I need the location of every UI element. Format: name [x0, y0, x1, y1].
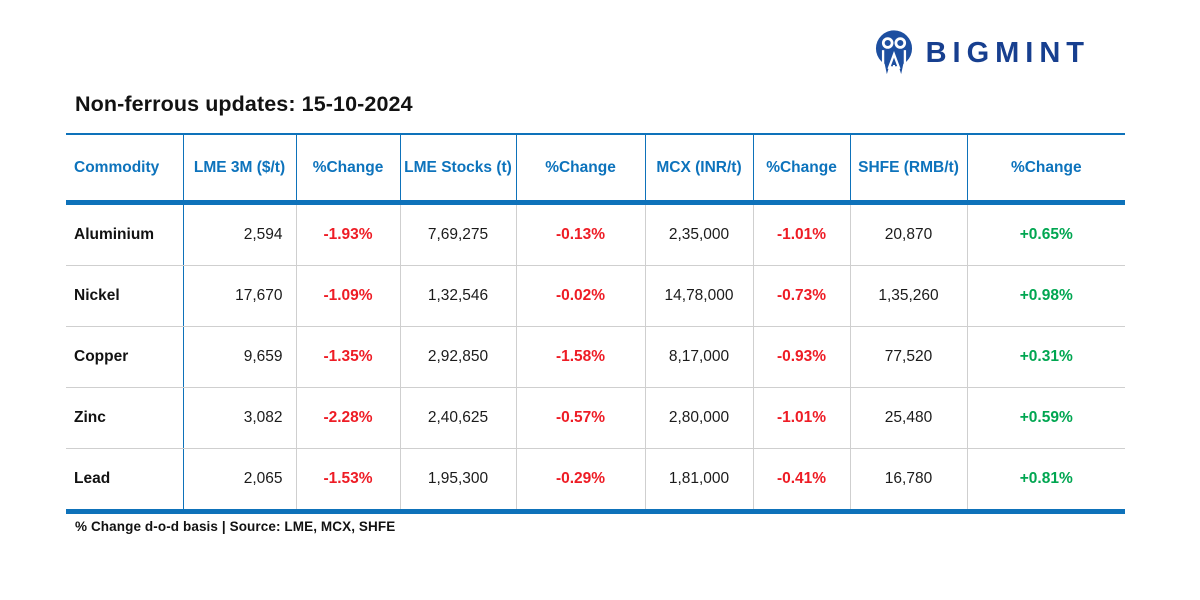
col-header-lme-3m-change: %Change	[296, 133, 401, 205]
cell-mcx: 2,35,000	[645, 202, 754, 266]
cell-mcx: 1,81,000	[645, 448, 754, 514]
cell-lme-stocks: 1,32,546	[400, 265, 517, 327]
col-header-commodity: Commodity	[66, 133, 184, 205]
cell-lme-stocks: 2,92,850	[400, 326, 517, 388]
cell-mcx-change: -1.01%	[753, 387, 851, 449]
cell-lme-stocks: 2,40,625	[400, 387, 517, 449]
cell-commodity: Aluminium	[66, 202, 184, 266]
table-header-row: Commodity LME 3M ($/t) %Change LME Stock…	[66, 133, 1125, 205]
cell-lme-3m-change: -1.35%	[296, 326, 401, 388]
cell-mcx-change: -0.93%	[753, 326, 851, 388]
col-header-shfe: SHFE (RMB/t)	[850, 133, 968, 205]
cell-mcx: 14,78,000	[645, 265, 754, 327]
cell-shfe: 25,480	[850, 387, 968, 449]
cell-shfe: 1,35,260	[850, 265, 968, 327]
cell-lme-stocks-change: -1.58%	[516, 326, 646, 388]
cell-lme-3m-change: -1.93%	[296, 202, 401, 266]
table-row-copper: Copper 9,659 -1.35% 2,92,850 -1.58% 8,17…	[66, 326, 1125, 388]
cell-lme-3m: 17,670	[183, 265, 297, 327]
cell-shfe-change: +0.31%	[967, 326, 1125, 388]
col-header-lme-stocks-change: %Change	[516, 133, 646, 205]
cell-commodity: Zinc	[66, 387, 184, 449]
col-header-mcx-change: %Change	[753, 133, 851, 205]
cell-lme-3m: 9,659	[183, 326, 297, 388]
col-header-lme-stocks: LME Stocks (t)	[400, 133, 517, 205]
cell-lme-3m: 2,065	[183, 448, 297, 514]
cell-lme-3m-change: -1.53%	[296, 448, 401, 514]
cell-lme-3m: 2,594	[183, 202, 297, 266]
cell-lme-stocks-change: -0.57%	[516, 387, 646, 449]
cell-lme-stocks-change: -0.13%	[516, 202, 646, 266]
cell-mcx-change: -0.41%	[753, 448, 851, 514]
cell-lme-stocks: 1,95,300	[400, 448, 517, 514]
bigmint-people-icon	[875, 30, 912, 76]
cell-lme-stocks-change: -0.02%	[516, 265, 646, 327]
col-header-lme-3m: LME 3M ($/t)	[183, 133, 297, 205]
cell-mcx: 2,80,000	[645, 387, 754, 449]
brand-wordmark: BIGMINT	[925, 37, 1090, 69]
table-row-nickel: Nickel 17,670 -1.09% 1,32,546 -0.02% 14,…	[66, 265, 1125, 327]
cell-shfe: 20,870	[850, 202, 968, 266]
col-header-shfe-change: %Change	[967, 133, 1125, 205]
source-note: % Change d-o-d basis | Source: LME, MCX,…	[75, 519, 396, 534]
cell-lme-stocks-change: -0.29%	[516, 448, 646, 514]
cell-mcx-change: -1.01%	[753, 202, 851, 266]
brand-logo: BIGMINT	[873, 30, 1090, 77]
table-row-zinc: Zinc 3,082 -2.28% 2,40,625 -0.57% 2,80,0…	[66, 387, 1125, 449]
commodity-updates-table: Commodity LME 3M ($/t) %Change LME Stock…	[66, 133, 1125, 514]
cell-lme-stocks: 7,69,275	[400, 202, 517, 266]
page-title: Non-ferrous updates: 15-10-2024	[75, 92, 413, 116]
cell-mcx-change: -0.73%	[753, 265, 851, 327]
cell-lme-3m-change: -2.28%	[296, 387, 401, 449]
cell-lme-3m: 3,082	[183, 387, 297, 449]
cell-commodity: Lead	[66, 448, 184, 514]
table-row-lead: Lead 2,065 -1.53% 1,95,300 -0.29% 1,81,0…	[66, 448, 1125, 514]
cell-commodity: Nickel	[66, 265, 184, 327]
cell-shfe-change: +0.81%	[967, 448, 1125, 514]
cell-lme-3m-change: -1.09%	[296, 265, 401, 327]
cell-shfe-change: +0.59%	[967, 387, 1125, 449]
table-row-aluminium: Aluminium 2,594 -1.93% 7,69,275 -0.13% 2…	[66, 202, 1125, 266]
cell-shfe-change: +0.65%	[967, 202, 1125, 266]
cell-shfe-change: +0.98%	[967, 265, 1125, 327]
cell-shfe: 77,520	[850, 326, 968, 388]
cell-shfe: 16,780	[850, 448, 968, 514]
cell-mcx: 8,17,000	[645, 326, 754, 388]
cell-commodity: Copper	[66, 326, 184, 388]
col-header-mcx: MCX (INR/t)	[645, 133, 754, 205]
